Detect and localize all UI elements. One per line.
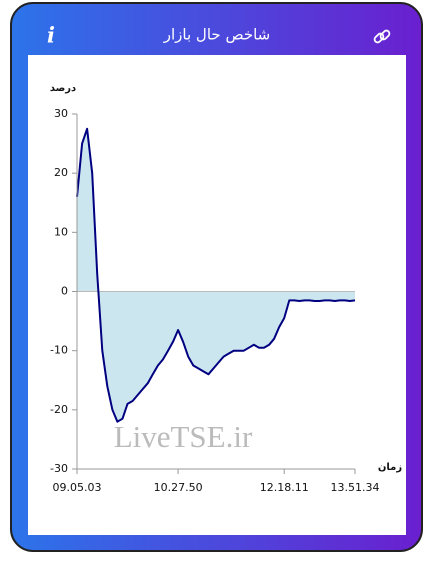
x-tick-label: 13.51.34 bbox=[331, 481, 380, 494]
y-tick-label: 0 bbox=[61, 285, 68, 298]
line bbox=[76, 127, 356, 423]
link-icon-part bbox=[379, 29, 391, 41]
y-tick-label: 10 bbox=[54, 225, 68, 238]
y-tick-label: 30 bbox=[54, 107, 68, 120]
x-tick-label: 12.18.11 bbox=[260, 481, 309, 494]
watermark: LiveTSE.ir bbox=[114, 419, 253, 454]
y-tick-label: -30 bbox=[50, 462, 68, 475]
info-button[interactable]: i bbox=[47, 23, 55, 48]
link-button[interactable] bbox=[373, 29, 391, 44]
x-tick-label: 09.05.03 bbox=[53, 481, 102, 494]
y-tick-label: -20 bbox=[50, 403, 68, 416]
area bbox=[77, 128, 355, 422]
x-tick-label: 10.27.50 bbox=[154, 481, 203, 494]
y-tick-label: 20 bbox=[54, 166, 68, 179]
x-axis-label: زمان bbox=[378, 462, 402, 473]
chart-title: شاخص حال بازار bbox=[163, 26, 270, 44]
y-tick-label: -10 bbox=[50, 344, 68, 357]
y-axis-label: درصد bbox=[50, 83, 76, 94]
